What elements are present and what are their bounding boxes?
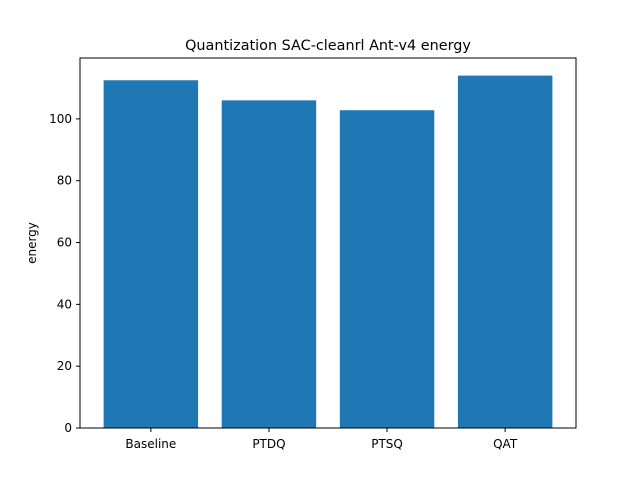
bars-group <box>103 75 553 429</box>
y-tick-label: 80 <box>57 174 72 188</box>
plot-frame <box>79 57 577 429</box>
bar-ptsq <box>339 110 435 429</box>
y-tick-label: 20 <box>57 359 72 373</box>
x-tick-label: QAT <box>493 437 518 451</box>
x-tick-label: PTSQ <box>371 437 403 451</box>
y-tick-label: 60 <box>57 236 72 250</box>
y-tick-label: 40 <box>57 297 72 311</box>
y-axis-label: energy <box>25 222 39 264</box>
y-tick-label: 100 <box>49 112 72 126</box>
bar-qat <box>457 75 553 428</box>
bar-ptdq <box>221 100 317 428</box>
chart-title: Quantization SAC-cleanrl Ant-v4 energy <box>185 38 471 54</box>
x-tick-label: PTDQ <box>252 437 285 451</box>
y-axis-ticks: 0 20 40 60 80 100 <box>49 112 80 435</box>
y-tick-label: 0 <box>64 421 72 435</box>
x-tick-label: Baseline <box>125 437 176 451</box>
x-axis-ticks: Baseline PTDQ PTSQ QAT <box>125 428 518 451</box>
bar-baseline <box>103 80 199 428</box>
